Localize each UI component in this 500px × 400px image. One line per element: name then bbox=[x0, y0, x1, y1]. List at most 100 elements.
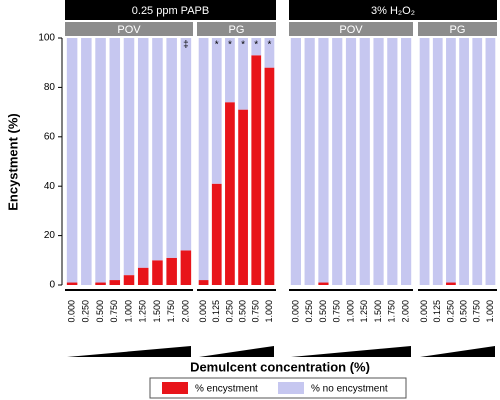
bar-segment bbox=[373, 38, 384, 285]
bar-segment bbox=[387, 38, 398, 285]
bar-segment bbox=[251, 38, 262, 56]
x-tick-label: 0.750 bbox=[472, 300, 482, 323]
y-tick-label: 80 bbox=[44, 82, 56, 93]
significance-mark: * bbox=[241, 40, 245, 51]
bar-segment bbox=[166, 38, 177, 258]
x-tick-label: 2.000 bbox=[400, 300, 410, 323]
y-tick-label: 60 bbox=[44, 131, 56, 142]
bar-segment bbox=[109, 38, 121, 281]
concentration-wedge bbox=[199, 346, 274, 357]
x-tick-label: 0.000 bbox=[419, 300, 429, 323]
bar-segment bbox=[446, 38, 456, 283]
bar-segment bbox=[304, 38, 315, 285]
x-axis-label: Demulcent concentration (%) bbox=[190, 359, 370, 374]
bar-segment bbox=[152, 38, 163, 261]
x-tick-label: 1.500 bbox=[373, 300, 383, 323]
legend-label: % encystment bbox=[195, 384, 258, 395]
panel-label: POV bbox=[339, 24, 363, 36]
bar-segment bbox=[152, 260, 163, 285]
bar-segment bbox=[359, 38, 370, 285]
bar-segment bbox=[225, 102, 235, 285]
bar-segment bbox=[198, 280, 209, 285]
group-strip bbox=[65, 0, 276, 20]
x-tick-label: 0.250 bbox=[224, 300, 234, 323]
bar-segment bbox=[472, 38, 483, 285]
bar-segment bbox=[198, 38, 209, 281]
significance-mark: * bbox=[267, 40, 271, 51]
x-tick-label: 0.000 bbox=[290, 300, 300, 323]
significance-mark: * bbox=[228, 40, 232, 51]
bar-segment bbox=[290, 38, 301, 285]
x-tick-label: 0.250 bbox=[81, 300, 91, 323]
x-tick-label: 0.125 bbox=[211, 300, 221, 323]
bar-segment bbox=[109, 280, 121, 285]
panel-strip bbox=[197, 22, 276, 36]
bar-segment bbox=[238, 109, 248, 285]
bar-segment bbox=[345, 38, 357, 285]
x-tick-label: 0.750 bbox=[332, 300, 342, 323]
bar-segment bbox=[95, 282, 106, 285]
bar-segment bbox=[432, 38, 443, 285]
bar-segment bbox=[459, 38, 469, 285]
bar-segment bbox=[485, 38, 496, 285]
bar-segment bbox=[81, 38, 92, 285]
bar-segment bbox=[318, 38, 329, 283]
bar-segment bbox=[225, 38, 235, 103]
x-tick-label: 0.750 bbox=[251, 300, 261, 323]
bar-segment bbox=[95, 38, 106, 283]
concentration-wedge bbox=[67, 346, 191, 357]
bar-segment bbox=[419, 38, 430, 285]
bar-segment bbox=[180, 250, 192, 285]
bar-segment bbox=[123, 275, 135, 285]
group-label: 0.25 ppm PAPB bbox=[132, 5, 209, 17]
y-axis-label: Encystment (%) bbox=[5, 113, 20, 211]
x-tick-label: 0.750 bbox=[109, 300, 119, 323]
group-strip bbox=[289, 0, 497, 20]
panel-strip bbox=[289, 22, 413, 36]
x-tick-label: 1.000 bbox=[264, 300, 274, 323]
x-tick-label: 0.000 bbox=[66, 300, 76, 323]
concentration-wedge bbox=[291, 346, 411, 357]
concentration-wedge bbox=[420, 346, 495, 357]
panel-strip bbox=[65, 22, 193, 36]
x-tick-label: 0.500 bbox=[237, 300, 247, 323]
group-label: 3% H₂O₂ bbox=[371, 5, 415, 17]
x-tick-label: 0.000 bbox=[198, 300, 208, 323]
bar-segment bbox=[180, 38, 192, 251]
bar-segment bbox=[264, 38, 275, 68]
y-tick-label: 100 bbox=[38, 33, 55, 44]
x-tick-label: 0.250 bbox=[304, 300, 314, 323]
legend-swatch bbox=[278, 382, 304, 394]
bar-segment bbox=[211, 38, 222, 184]
x-tick-label: 2.000 bbox=[180, 300, 190, 323]
significance-mark: * bbox=[254, 40, 258, 51]
x-tick-label: 1.250 bbox=[359, 300, 369, 323]
bar-segment bbox=[123, 38, 135, 276]
bar-segment bbox=[318, 282, 329, 285]
bar-segment bbox=[401, 38, 412, 285]
bar-segment bbox=[238, 38, 248, 110]
x-tick-label: 1.500 bbox=[152, 300, 162, 323]
x-tick-label: 1.000 bbox=[485, 300, 495, 323]
bar-segment bbox=[251, 55, 262, 285]
x-tick-label: 1.000 bbox=[345, 300, 355, 323]
significance-mark: ‡ bbox=[183, 40, 189, 51]
x-tick-label: 0.500 bbox=[458, 300, 468, 323]
bar-segment bbox=[166, 257, 177, 285]
bar-segment bbox=[211, 183, 222, 285]
x-tick-label: 1.250 bbox=[138, 300, 148, 323]
bar-segment bbox=[137, 267, 149, 285]
legend-label: % no encystment bbox=[311, 384, 388, 395]
significance-mark: * bbox=[215, 40, 219, 51]
bar-segment bbox=[264, 67, 275, 285]
bar-segment bbox=[446, 282, 456, 285]
panel-label: POV bbox=[117, 24, 141, 36]
y-tick-label: 20 bbox=[44, 230, 56, 241]
bar-segment bbox=[332, 38, 343, 285]
panel-label: PG bbox=[450, 24, 466, 36]
x-tick-label: 1.750 bbox=[387, 300, 397, 323]
x-tick-label: 0.125 bbox=[432, 300, 442, 323]
bar-segment bbox=[137, 38, 149, 268]
legend-swatch bbox=[162, 382, 188, 394]
